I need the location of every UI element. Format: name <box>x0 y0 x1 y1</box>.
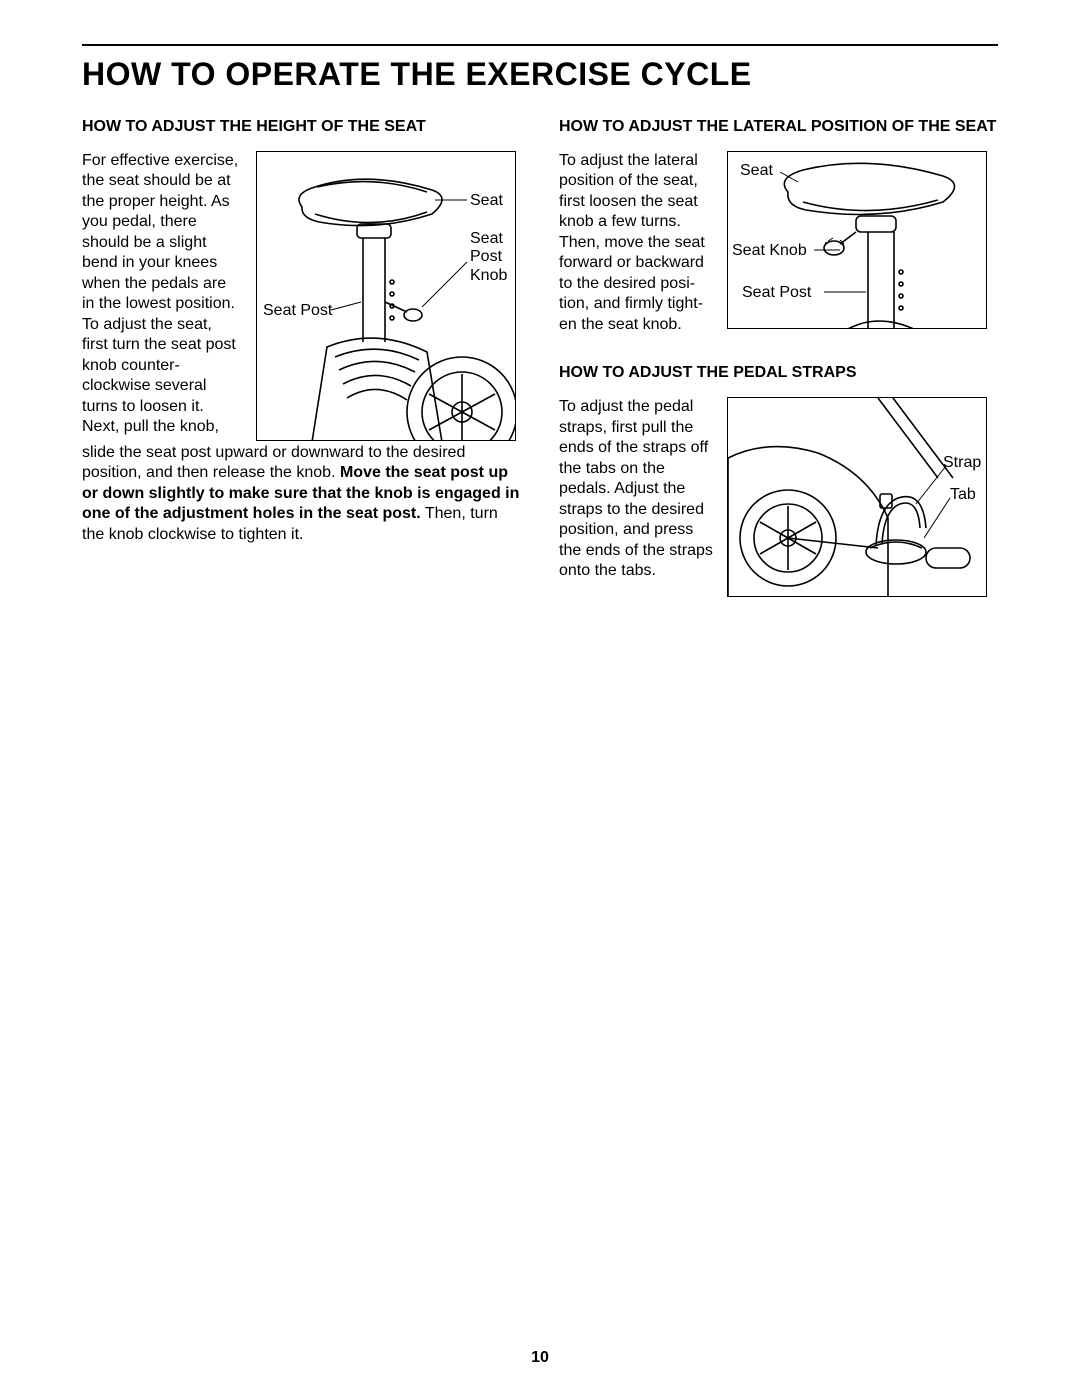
two-column-layout: HOW TO ADJUST THE HEIGHT OF THE SEAT For… <box>82 117 998 597</box>
page-number: 10 <box>0 1349 1080 1367</box>
left-column: HOW TO ADJUST THE HEIGHT OF THE SEAT For… <box>82 117 521 597</box>
right-paragraph-1: To adjust the lateral position of the se… <box>559 151 713 335</box>
label-seat-post-2: Seat Post <box>742 284 811 302</box>
label-seat-2: Seat <box>740 162 773 180</box>
right-heading-2: HOW TO ADJUST THE PEDAL STRAPS <box>559 363 998 383</box>
left-paragraph-1: For effective exer­cise, the seat should… <box>82 151 242 438</box>
label-strap: Strap <box>943 454 981 472</box>
label-seat-knob: Seat Knob <box>732 242 807 260</box>
figure-seat-height: Seat Seat Post Knob Seat Post <box>256 151 516 441</box>
top-rule <box>82 44 998 46</box>
left-heading: HOW TO ADJUST THE HEIGHT OF THE SEAT <box>82 117 521 137</box>
figure-pedal-straps: Strap Tab <box>727 397 987 597</box>
figure-seat-lateral: Seat Seat Knob Seat Post <box>727 151 987 329</box>
right-column: HOW TO ADJUST THE LATERAL POSITION OF TH… <box>559 117 998 597</box>
label-tab: Tab <box>950 486 976 504</box>
left-p1b: To adjust the seat, first turn the seat … <box>82 316 236 435</box>
page-title: HOW TO OPERATE THE EXERCISE CYCLE <box>82 56 998 93</box>
left-paragraph-2: slide the seat post upward or downward t… <box>82 443 521 545</box>
label-seat: Seat <box>470 192 503 210</box>
right-heading-1: HOW TO ADJUST THE LATERAL POSITION OF TH… <box>559 117 998 137</box>
label-seat-post-knob: Seat Post Knob <box>470 230 507 285</box>
left-p1a: For effective exer­cise, the seat should… <box>82 152 238 312</box>
right-paragraph-2: To adjust the pedal straps, first pull t… <box>559 397 713 581</box>
label-seat-post: Seat Post <box>263 302 332 320</box>
